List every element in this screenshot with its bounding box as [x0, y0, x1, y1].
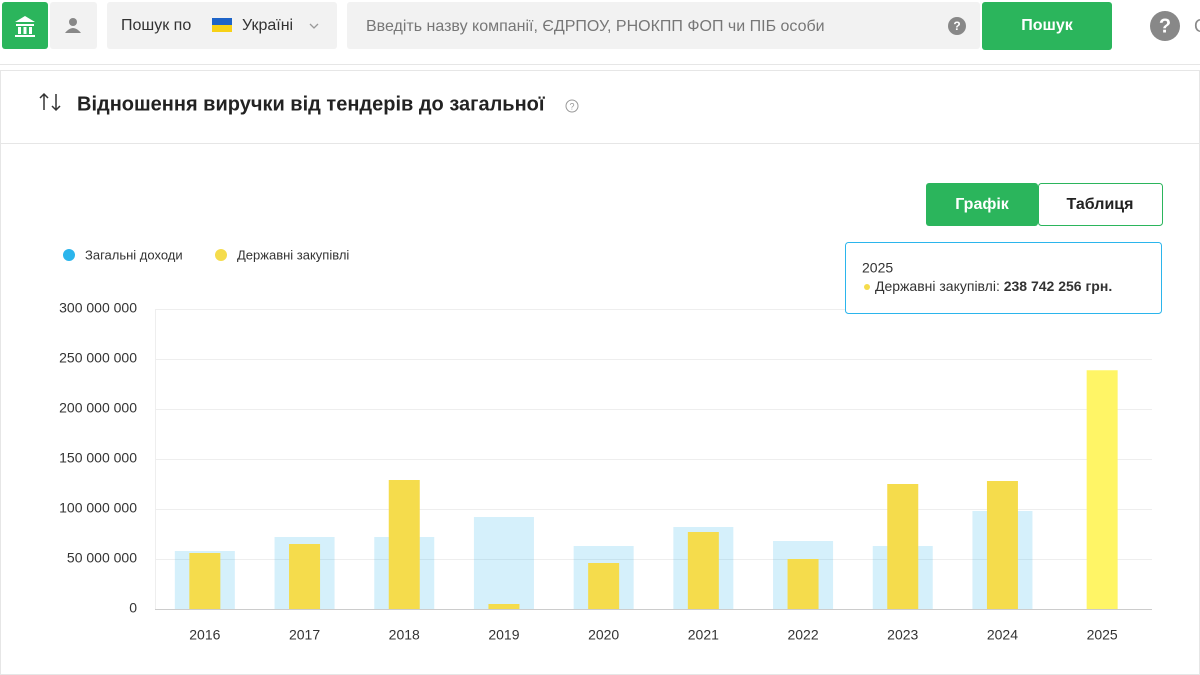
title-help-mark: ?	[569, 101, 574, 111]
search-help[interactable]	[948, 17, 966, 35]
toggle-table-label: Таблиця	[1067, 196, 1134, 213]
bar	[388, 480, 420, 609]
search-button[interactable]	[982, 2, 1112, 50]
x-tick-label: 2024	[987, 627, 1018, 643]
user-icon-body	[65, 28, 81, 33]
bar	[887, 484, 919, 609]
legend-dot	[215, 249, 227, 261]
tooltip-dot	[864, 284, 870, 290]
sort-icon	[39, 92, 61, 112]
bar	[488, 604, 520, 609]
bar	[189, 553, 221, 609]
search-button-label: Пошук	[1021, 17, 1074, 34]
x-tick-label: 2023	[887, 627, 918, 643]
flag-blue	[212, 18, 232, 25]
tooltip-value: 238 742 256 грн.	[1004, 278, 1112, 294]
bar	[787, 559, 819, 609]
search-help-mark: ?	[953, 19, 960, 33]
toggle-chart[interactable]	[926, 183, 1038, 226]
x-tick-label: 2019	[488, 627, 519, 643]
bar	[1086, 370, 1118, 609]
bar	[473, 517, 534, 609]
user-icon	[69, 18, 77, 26]
y-tick-label: 200 000 000	[59, 400, 137, 416]
tooltip-title: 2025	[862, 260, 893, 276]
chevron	[309, 23, 319, 29]
y-tick-label: 50 000 000	[67, 550, 137, 566]
legend-label: Загальні доходи	[85, 247, 183, 262]
y-tick-label: 250 000 000	[59, 350, 137, 366]
scope-label: Пошук по	[121, 17, 191, 34]
x-tick-label: 2025	[1087, 627, 1118, 643]
toggle-table[interactable]	[1038, 183, 1163, 226]
tooltip-label: Державні закупівлі:	[875, 278, 1000, 294]
tooltip-line: Державні закупівлі: 238 742 256 грн.	[875, 278, 1112, 294]
x-tick-label: 2016	[189, 627, 220, 643]
x-tick-label: 2018	[389, 627, 420, 643]
bar	[289, 544, 321, 609]
bar	[986, 481, 1018, 609]
help-mark: ?	[1159, 15, 1171, 37]
flag-yellow	[212, 25, 232, 32]
tooltip-box	[845, 242, 1162, 314]
bar	[588, 563, 620, 609]
y-tick-label: 0	[129, 600, 137, 616]
y-tick-label: 150 000 000	[59, 450, 137, 466]
section-title: Відношення виручки від тендерів до загал…	[77, 93, 545, 115]
x-tick-label: 2021	[688, 627, 719, 643]
title-help[interactable]	[565, 99, 579, 113]
bar	[687, 532, 719, 609]
search-input[interactable]	[347, 2, 980, 49]
country: Україні	[242, 17, 293, 34]
search-placeholder: Введіть назву компанії, ЄДРПОУ, РНОКПП Ф…	[366, 18, 825, 35]
x-tick-label: 2017	[289, 627, 320, 643]
y-tick-label: 100 000 000	[59, 500, 137, 516]
toggle-chart-label: Графік	[955, 196, 1010, 213]
bank-icon	[15, 16, 35, 37]
cut-off-text: G	[1194, 16, 1200, 36]
legend-dot	[63, 249, 75, 261]
x-tick-label: 2022	[787, 627, 818, 643]
help-button[interactable]	[1150, 11, 1180, 41]
chart: 0 50 000 000 100 000 000 150 000 000 200 000…	[59, 247, 1152, 643]
legend-label: Державні закупівлі	[237, 247, 349, 262]
x-tick-label: 2020	[588, 627, 619, 643]
tooltip: 2025 Державні закупівлі: 238 742 256 грн…	[845, 242, 1162, 314]
y-tick-label: 300 000 000	[59, 300, 137, 316]
